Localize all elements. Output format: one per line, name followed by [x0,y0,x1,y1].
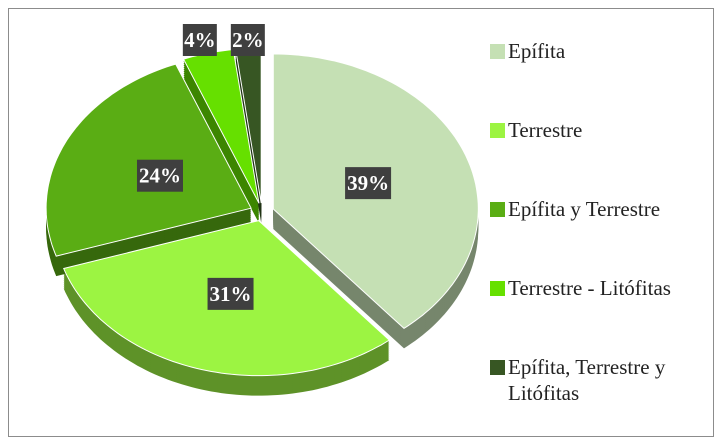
legend-label: Epífita [508,39,566,63]
legend-label: Epífita y Terrestre [508,197,661,221]
legend-label: Terrestre [508,118,583,142]
legend-item: Epífita, Terrestre y Litófitas [490,354,718,406]
chart-frame [8,8,714,437]
legend-item: Terrestre - Litófitas [490,275,718,301]
data-label-text: 39% [347,171,389,195]
legend-label: Terrestre - Litófitas [508,276,671,300]
data-label: 4% [182,24,217,56]
legend-item: Terrestre [490,117,718,143]
legend-swatch [490,202,505,217]
legend-swatch [490,123,505,138]
legend-swatch [490,44,505,59]
data-label: 2% [230,24,265,56]
data-label-box [207,277,254,310]
legend-item: Epífita [490,38,718,64]
data-label-text: 31% [210,282,252,306]
data-label-text: 24% [139,164,181,188]
data-label: 31% [207,277,254,310]
data-label-box [230,24,265,56]
data-label-text: 2% [232,28,264,52]
data-label-box [182,24,217,56]
legend-swatch [490,360,505,375]
legend-item: Epífita y Terrestre [490,196,718,222]
legend-swatch [490,281,505,296]
data-label-text: 4% [184,28,216,52]
data-label: 24% [136,159,183,192]
legend-label: Epífita, Terrestre y Litófitas [508,355,666,405]
data-label-box [136,159,183,192]
data-label: 39% [345,167,392,200]
data-label-box [345,167,392,200]
